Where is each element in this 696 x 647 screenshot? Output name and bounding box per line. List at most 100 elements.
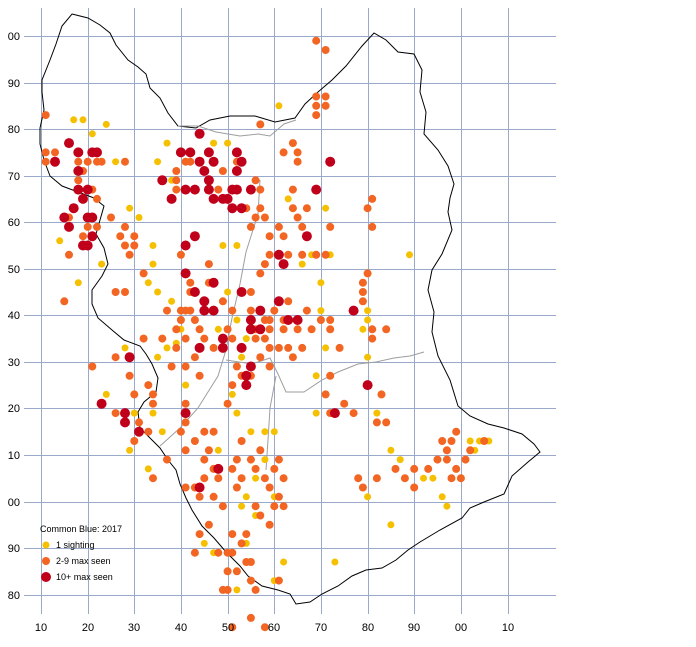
- dot-two-to-nine: [358, 483, 367, 492]
- dot-ten-plus: [283, 315, 294, 325]
- dot-two-to-nine: [302, 204, 311, 213]
- dot-one-sighting: [233, 242, 241, 249]
- dot-two-to-nine: [368, 194, 377, 203]
- dot-one-sighting: [224, 288, 232, 296]
- dot-ten-plus: [213, 463, 224, 474]
- dot-one-sighting: [130, 409, 138, 417]
- dot-two-to-nine: [246, 576, 255, 585]
- dot-ten-plus: [255, 305, 266, 316]
- dot-one-sighting: [429, 474, 437, 482]
- dot-two-to-nine: [293, 213, 302, 222]
- dot-two-to-nine: [200, 334, 209, 343]
- dot-ten-plus: [194, 482, 205, 493]
- dot-two-to-nine: [368, 325, 377, 334]
- dot-two-to-nine: [274, 576, 283, 585]
- y-axis-label: 50: [8, 264, 20, 276]
- dot-two-to-nine: [326, 371, 335, 380]
- dot-one-sighting: [210, 139, 218, 147]
- legend-dot-mid: [42, 557, 50, 565]
- dot-two-to-nine: [190, 353, 199, 362]
- dot-two-to-nine: [232, 567, 241, 576]
- dot-ten-plus: [231, 147, 242, 158]
- county-boundary: [39, 13, 541, 605]
- dot-one-sighting: [126, 204, 134, 212]
- dot-two-to-nine: [223, 567, 232, 576]
- dot-two-to-nine: [149, 390, 157, 399]
- dot-two-to-nine: [200, 427, 209, 436]
- dot-two-to-nine: [149, 474, 157, 483]
- dot-two-to-nine: [232, 483, 241, 492]
- dot-one-sighting: [79, 116, 87, 124]
- dot-two-to-nine: [279, 148, 288, 157]
- dot-two-to-nine: [214, 548, 223, 557]
- dot-one-sighting: [261, 456, 269, 464]
- dot-two-to-nine: [149, 399, 157, 408]
- dot-two-to-nine: [130, 241, 139, 250]
- dot-two-to-nine: [130, 232, 139, 241]
- dot-two-to-nine: [181, 362, 190, 371]
- dot-two-to-nine: [274, 492, 283, 501]
- x-axis-label: 50: [222, 622, 234, 634]
- dot-two-to-nine: [172, 185, 181, 194]
- dot-one-sighting: [364, 353, 372, 361]
- y-axis-label: 60: [8, 217, 20, 229]
- dot-one-sighting: [364, 307, 372, 315]
- dot-two-to-nine: [312, 101, 321, 110]
- dot-ten-plus: [208, 193, 219, 204]
- dot-two-to-nine: [172, 176, 181, 185]
- legend-label-mid: 2-9 max seen: [56, 556, 111, 566]
- dot-two-to-nine: [447, 437, 456, 445]
- dot-one-sighting: [261, 428, 269, 436]
- dot-ten-plus: [64, 138, 74, 149]
- dot-two-to-nine: [237, 539, 246, 548]
- y-axis-label: 00: [8, 31, 20, 43]
- dot-two-to-nine: [316, 316, 325, 324]
- dot-ten-plus: [203, 147, 214, 158]
- dot-one-sighting: [126, 446, 134, 454]
- y-axis-label: 90: [8, 78, 20, 90]
- dot-ten-plus: [180, 240, 191, 251]
- dot-two-to-nine: [125, 371, 134, 380]
- dot-ten-plus: [194, 128, 205, 139]
- dot-one-sighting: [144, 279, 152, 287]
- record-dots: [41, 36, 493, 632]
- y-axis-label: 00: [8, 497, 20, 509]
- dot-two-to-nine: [456, 474, 465, 483]
- axis-labels: 00 90 80 70 60 50 40 30 20 10 00 90 80 10 20 30 40 50 60 70…: [8, 31, 514, 634]
- dot-two-to-nine: [97, 157, 106, 166]
- dot-two-to-nine: [204, 446, 213, 455]
- dot-ten-plus: [120, 417, 130, 428]
- dot-ten-plus: [175, 147, 186, 158]
- dot-two-to-nine: [41, 157, 50, 166]
- dot-two-to-nine: [83, 222, 92, 231]
- dot-one-sighting: [364, 493, 372, 501]
- dot-one-sighting: [252, 474, 260, 482]
- dot-one-sighting: [298, 260, 306, 268]
- dot-two-to-nine: [181, 446, 190, 455]
- dot-two-to-nine: [400, 474, 409, 483]
- dot-two-to-nine: [163, 306, 171, 315]
- x-axis-label: 10: [35, 622, 47, 634]
- dot-ten-plus: [208, 305, 219, 316]
- dot-one-sighting: [102, 390, 110, 398]
- dot-ten-plus: [273, 249, 284, 260]
- dot-two-to-nine: [246, 222, 255, 231]
- dot-ten-plus: [231, 184, 242, 195]
- dot-two-to-nine: [172, 343, 181, 352]
- dot-two-to-nine: [186, 278, 195, 287]
- dot-one-sighting: [238, 353, 246, 361]
- legend-title: Common Blue: 2017: [40, 524, 122, 534]
- dot-two-to-nine: [111, 288, 120, 296]
- dot-ten-plus: [92, 147, 102, 158]
- dot-two-to-nine: [242, 530, 251, 539]
- dot-two-to-nine: [260, 213, 269, 222]
- dot-one-sighting: [56, 237, 64, 245]
- dot-two-to-nine: [200, 455, 209, 464]
- dot-two-to-nine: [190, 437, 199, 445]
- dot-ten-plus: [362, 380, 373, 391]
- dot-ten-plus: [157, 175, 168, 186]
- dot-two-to-nine: [298, 343, 307, 352]
- dot-two-to-nine: [256, 185, 265, 194]
- dot-ten-plus: [292, 315, 303, 325]
- dot-one-sighting: [219, 242, 227, 249]
